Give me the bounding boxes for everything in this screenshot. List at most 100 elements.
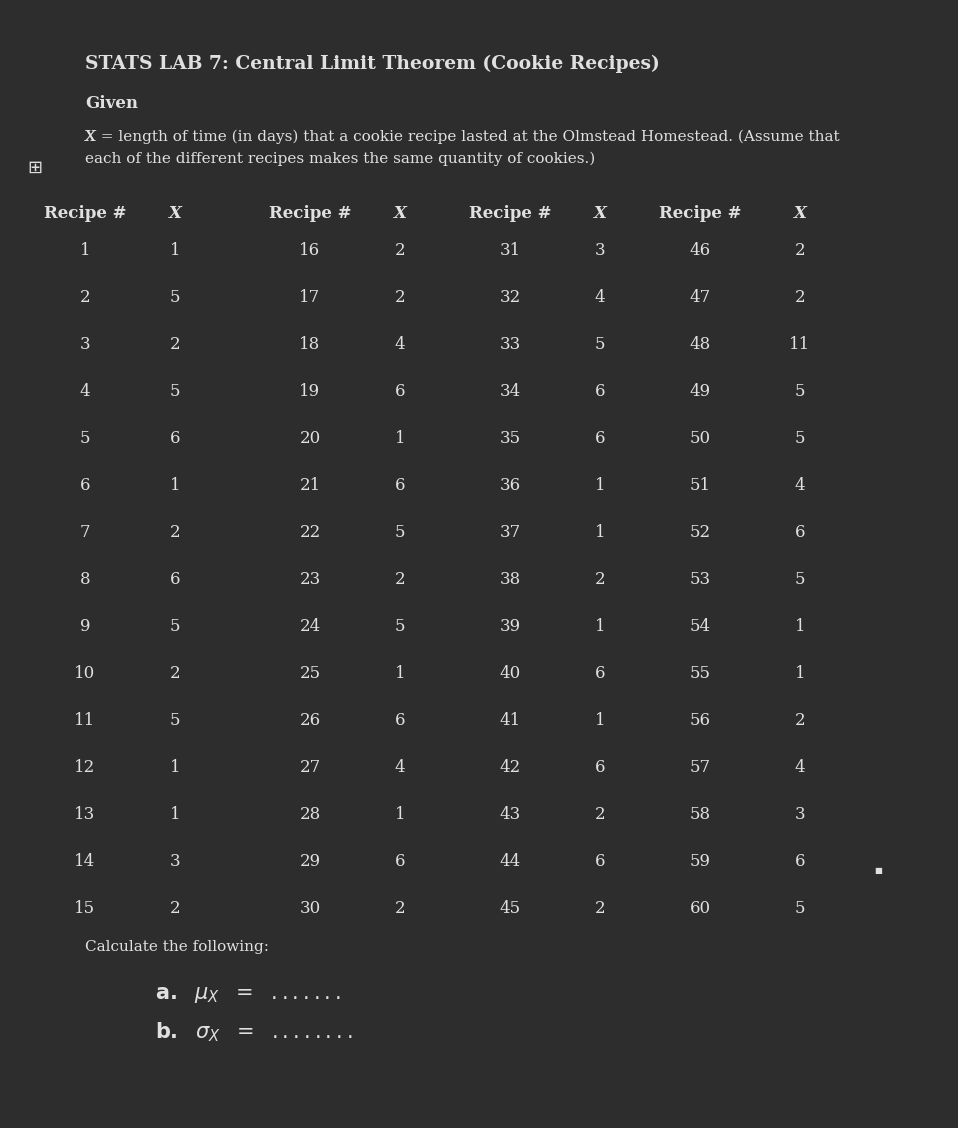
Text: 6: 6 (595, 759, 605, 776)
Text: 48: 48 (690, 336, 711, 353)
Text: 2: 2 (595, 900, 605, 917)
Text: 15: 15 (75, 900, 96, 917)
Text: 1: 1 (170, 759, 180, 776)
Text: 42: 42 (499, 759, 520, 776)
Text: 59: 59 (690, 853, 711, 870)
Text: 6: 6 (795, 525, 806, 541)
Text: 13: 13 (75, 807, 96, 823)
Text: 39: 39 (499, 618, 520, 635)
Text: 5: 5 (170, 384, 180, 400)
Text: 23: 23 (299, 571, 321, 588)
Text: 44: 44 (499, 853, 520, 870)
Text: 6: 6 (595, 853, 605, 870)
Text: 2: 2 (395, 900, 405, 917)
Text: $\mathbf{a.}$  $\mu_X$  $=$  $.......$: $\mathbf{a.}$ $\mu_X$ $=$ $.......$ (155, 985, 341, 1005)
Text: STATS LAB 7: Central Limit Theorem (Cookie Recipes): STATS LAB 7: Central Limit Theorem (Cook… (85, 55, 660, 73)
Text: 45: 45 (499, 900, 520, 917)
Text: 2: 2 (595, 571, 605, 588)
Text: 5: 5 (170, 618, 180, 635)
Text: 6: 6 (170, 430, 180, 447)
Text: 30: 30 (299, 900, 321, 917)
Text: 31: 31 (499, 243, 520, 259)
Text: 54: 54 (690, 618, 711, 635)
Text: 4: 4 (395, 759, 405, 776)
Text: 2: 2 (595, 807, 605, 823)
Text: 1: 1 (395, 807, 405, 823)
Text: 2: 2 (395, 289, 405, 306)
Text: 24: 24 (299, 618, 321, 635)
Text: 50: 50 (690, 430, 711, 447)
Text: 1: 1 (80, 243, 90, 259)
Text: 11: 11 (75, 712, 96, 729)
Text: 20: 20 (299, 430, 321, 447)
Text: 6: 6 (395, 477, 405, 494)
Text: 52: 52 (690, 525, 711, 541)
Text: 3: 3 (80, 336, 90, 353)
Text: 56: 56 (690, 712, 711, 729)
Text: 60: 60 (690, 900, 711, 917)
Text: 5: 5 (795, 384, 806, 400)
Text: 47: 47 (690, 289, 711, 306)
Text: 41: 41 (499, 712, 520, 729)
Text: 1: 1 (170, 477, 180, 494)
Text: 5: 5 (795, 571, 806, 588)
Text: 34: 34 (499, 384, 520, 400)
Text: each of the different recipes makes the same quantity of cookies.): each of the different recipes makes the … (85, 152, 595, 167)
Text: 8: 8 (80, 571, 90, 588)
Text: 51: 51 (690, 477, 711, 494)
Text: $\mathbf{b.}$  $\sigma_X$  $=$  $........$: $\mathbf{b.}$ $\sigma_X$ $=$ $........$ (155, 1020, 353, 1043)
Text: 17: 17 (299, 289, 321, 306)
Text: 3: 3 (595, 243, 605, 259)
Text: 21: 21 (299, 477, 321, 494)
Text: ⊞: ⊞ (28, 159, 42, 177)
Text: 58: 58 (690, 807, 711, 823)
Text: Recipe #: Recipe # (269, 205, 352, 222)
Text: 10: 10 (75, 666, 96, 682)
Text: 29: 29 (300, 853, 321, 870)
Text: 53: 53 (690, 571, 711, 588)
Text: 1: 1 (595, 618, 605, 635)
Text: Recipe #: Recipe # (468, 205, 551, 222)
Text: 18: 18 (299, 336, 321, 353)
Text: 2: 2 (395, 571, 405, 588)
Text: 36: 36 (499, 477, 520, 494)
Text: 25: 25 (300, 666, 321, 682)
Text: 2: 2 (170, 900, 180, 917)
Text: 1: 1 (595, 712, 605, 729)
Text: 46: 46 (690, 243, 711, 259)
Text: X: X (793, 205, 807, 222)
Text: ■: ■ (874, 865, 882, 874)
Text: 28: 28 (299, 807, 321, 823)
Text: 2: 2 (80, 289, 90, 306)
Text: 1: 1 (170, 807, 180, 823)
Text: 6: 6 (80, 477, 90, 494)
Text: 6: 6 (795, 853, 806, 870)
Text: 5: 5 (795, 430, 806, 447)
Text: 1: 1 (595, 525, 605, 541)
Text: 7: 7 (80, 525, 90, 541)
Text: 5: 5 (170, 289, 180, 306)
Text: X: X (394, 205, 406, 222)
Text: 6: 6 (595, 430, 605, 447)
Text: X: X (594, 205, 606, 222)
Text: 38: 38 (499, 571, 520, 588)
Text: 6: 6 (395, 712, 405, 729)
Text: 14: 14 (75, 853, 96, 870)
Text: 4: 4 (395, 336, 405, 353)
Text: 4: 4 (595, 289, 605, 306)
Text: 43: 43 (499, 807, 520, 823)
Text: 6: 6 (170, 571, 180, 588)
Text: 5: 5 (395, 525, 405, 541)
Text: X: X (85, 130, 96, 144)
Text: Calculate the following:: Calculate the following: (85, 940, 269, 954)
Text: Given: Given (85, 95, 138, 112)
Text: 2: 2 (170, 666, 180, 682)
Text: X = length of time (in days) that a cookie recipe lasted at the Olmstead Homeste: X = length of time (in days) that a cook… (85, 130, 839, 144)
Text: 5: 5 (795, 900, 806, 917)
Text: 5: 5 (595, 336, 605, 353)
Text: 1: 1 (170, 243, 180, 259)
Text: 2: 2 (170, 525, 180, 541)
Text: 5: 5 (170, 712, 180, 729)
Text: 33: 33 (499, 336, 520, 353)
Text: Recipe #: Recipe # (44, 205, 126, 222)
